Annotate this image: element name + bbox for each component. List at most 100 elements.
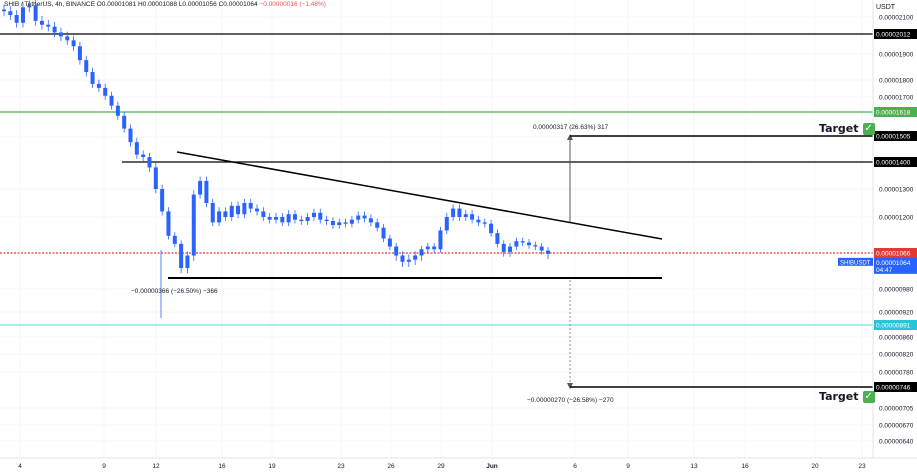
target-lower: Target ✓ (819, 390, 875, 403)
x-tick-label: 29 (437, 463, 445, 470)
currency-label: USDT (876, 4, 896, 11)
y-tick-label: 0.00000670 (879, 423, 914, 430)
candle-body (109, 95, 114, 106)
candle-body (172, 235, 177, 244)
x-tick-label: 16 (741, 463, 749, 470)
y-tick-label: 0.00000980 (879, 287, 914, 294)
symbol-tag-label: SHIBUSDT (840, 260, 871, 266)
target-upper-label: Target (819, 122, 859, 135)
candle-body (546, 250, 550, 254)
price-tag (874, 29, 917, 39)
high-value: H0.00001088 (137, 1, 177, 8)
candle-body (103, 87, 108, 96)
candle-body (457, 208, 462, 217)
candle-body (115, 105, 120, 116)
candle-body (96, 83, 101, 88)
candle-body (20, 7, 25, 23)
candle-body (413, 255, 418, 260)
candle-body (134, 142, 139, 155)
candle-body (299, 219, 304, 222)
price-tags: 0.00002012 0.00001618 0.00001505 0.00001400… (838, 29, 917, 392)
candle-body (539, 246, 544, 251)
candle-body (324, 219, 329, 222)
candle-body (255, 208, 260, 212)
candle-body (311, 212, 316, 217)
target-lower-label: Target (819, 390, 859, 403)
candle-body (476, 219, 481, 223)
candle-body (223, 211, 228, 217)
candle-body (229, 205, 234, 217)
candle-body (533, 245, 538, 247)
triangle-upper-trendline[interactable] (176, 151, 663, 240)
price-tag (874, 248, 917, 258)
candle-body (46, 24, 51, 27)
candle-body (286, 214, 291, 223)
candle-body (122, 115, 127, 129)
candle-body (261, 211, 266, 217)
candle-body (267, 217, 272, 220)
measure-down-arrow (567, 383, 573, 389)
candle-body (482, 222, 487, 224)
candle-body (198, 180, 203, 195)
candle-body (451, 208, 456, 217)
symbol-tag (838, 257, 873, 266)
candle-body (236, 205, 241, 215)
candle-body (274, 217, 278, 220)
measure-up-arrow (567, 134, 573, 140)
price-tag-label: 0.00001505 (876, 134, 911, 141)
candle-body (292, 214, 297, 220)
y-tick-label: 0.00000705 (879, 406, 914, 413)
measure-up-label: 0.00000317 (26.63%) 317 (533, 124, 609, 131)
candle-body (520, 241, 525, 243)
x-tick-label: 12 (152, 463, 160, 470)
candle-body (362, 215, 367, 219)
y-tick-label: 0.00000640 (879, 439, 914, 446)
price-tag-label: 0.00000891 (876, 323, 911, 330)
candle-body (153, 167, 158, 189)
time-axis: 4 9 12 16 19 23 26 29 Jun 6 9 13 16 20 23 (0, 457, 917, 470)
candle-body (349, 219, 354, 224)
price-tag-label: 0.00001066 (876, 251, 911, 258)
y-tick-label: 0.00000860 (879, 335, 914, 342)
candle-body (90, 72, 95, 84)
candle-body (318, 212, 323, 220)
y-tick-label: 0.00000920 (879, 310, 914, 317)
candle-body (191, 194, 196, 256)
symbol-header: SHIB / TetherUS, 4h, BINANCE O0.00001081… (4, 1, 326, 8)
close-value: C0.00001064 (218, 1, 258, 8)
candle-body (52, 26, 57, 33)
candle-body (185, 255, 190, 269)
countdown-label: 04:47 (876, 267, 893, 274)
y-tick-label: 0.00001900 (879, 52, 914, 59)
candle-body (425, 246, 430, 250)
y-tick-label: 0.00001800 (879, 78, 914, 85)
candle-body (160, 189, 165, 212)
current-price-tag (874, 257, 917, 274)
candle-body (508, 246, 513, 252)
y-tick-label: 0.00001700 (879, 95, 914, 102)
candles (2, 0, 550, 318)
candle-body (58, 32, 63, 37)
candle-body (387, 238, 392, 247)
candle-body (495, 233, 500, 244)
x-tick-label: 13 (690, 463, 698, 470)
candle-body (400, 255, 405, 262)
x-tick-label: 26 (387, 463, 395, 470)
symbol-name: SHIB / TetherUS, 4h, BINANCE (4, 1, 95, 8)
candle-body (210, 203, 215, 223)
x-tick-label: 19 (268, 463, 276, 470)
candle-body (514, 241, 519, 247)
check-icon: ✓ (862, 123, 875, 135)
change-value: −0.00000016 (−1.48%) (259, 1, 326, 8)
candle-body (343, 222, 348, 224)
drawings (168, 134, 873, 389)
y-tick-label: 0.00001200 (879, 215, 914, 222)
candle-body (406, 259, 411, 262)
candle-body (71, 40, 76, 47)
price-tag-label: 0.00001400 (876, 160, 911, 167)
candle-body (501, 243, 506, 252)
candle-body (166, 211, 171, 236)
open-value: O0.00001081 (96, 1, 137, 8)
x-tick-label: 6 (573, 463, 577, 470)
